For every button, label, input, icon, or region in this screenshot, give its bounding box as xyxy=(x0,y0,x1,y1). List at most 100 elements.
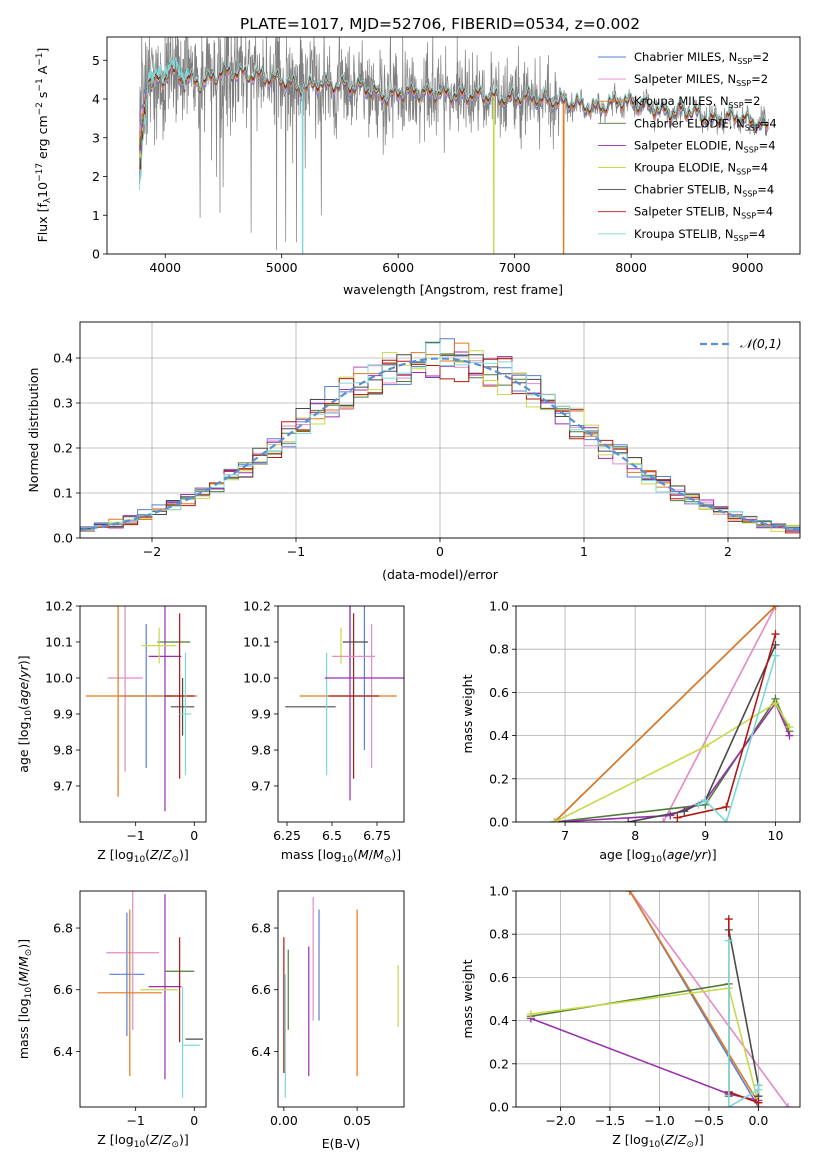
weight-series xyxy=(629,891,789,1107)
x-axis-label: E(B-V) xyxy=(322,1136,361,1151)
y-tick-label: 10.1 xyxy=(243,635,271,650)
weight-marker xyxy=(701,796,710,805)
weight-marker xyxy=(724,1103,733,1107)
axis-ticks: 4000 5000 6000 7000 8000 9000 0 1 2 3 4 5 xyxy=(92,53,763,275)
y-tick-label: 0.0 xyxy=(53,531,73,546)
legend-label: Salpeter STELIB, NSSP=4 xyxy=(634,205,773,221)
y-tick-label: 1.0 xyxy=(489,599,509,614)
y-tick-label: 10.1 xyxy=(45,635,73,650)
y-tick-label: 10.2 xyxy=(45,599,73,614)
y-tick-label: 9.9 xyxy=(251,707,271,722)
weight-marker xyxy=(680,807,689,816)
weight-vs-age-chart: 7 8 9 10 0.0 0.2 0.4 0.6 0.8 1.0 age [log10(age/yr… xyxy=(460,599,801,865)
x-tick-label: 2 xyxy=(724,544,732,559)
legend-label: Chabrier MILES, NSSP=2 xyxy=(634,50,769,66)
x-tick-label: 6.5 xyxy=(322,828,342,843)
y-tick-label: 0 xyxy=(92,247,100,262)
legend-label: Chabrier ELODIE, NSSP=4 xyxy=(634,116,777,132)
plot-area xyxy=(550,606,794,822)
axis-ticks: 7 8 9 10 0.0 0.2 0.4 0.6 0.8 1.0 xyxy=(489,599,783,844)
y-tick-label: 3 xyxy=(92,130,100,145)
x-tick-label: 0 xyxy=(436,544,444,559)
y-tick-label: 0.8 xyxy=(489,927,509,942)
legend-label: Salpeter MILES, NSSP=2 xyxy=(634,72,768,88)
weight-marker xyxy=(722,818,731,822)
y-tick-label: 0.4 xyxy=(53,351,73,366)
y-axis-label: mass [log10(M/M⊙)] xyxy=(16,939,34,1059)
x-tick-label: 0.0 xyxy=(748,1113,768,1128)
weight-marker xyxy=(624,818,633,822)
weight-marker xyxy=(694,800,703,809)
axis-ticks: −2 −1 0 1 2 0.0 0.1 0.2 0.3 0.4 xyxy=(53,351,732,560)
weight-series xyxy=(554,702,791,822)
x-tick-label: −1 xyxy=(126,1113,144,1128)
y-tick-label: 0.6 xyxy=(489,970,509,985)
y-axis-label: mass weight xyxy=(460,674,475,753)
axes-frame xyxy=(106,36,801,255)
axes-frame xyxy=(79,321,801,539)
axis-ticks: −2.0 −1.5 −1.0 −0.5 0.0 0.0 0.2 0.4 0.6 0.8 1.0 xyxy=(489,884,768,1129)
y-tick-label: 0.4 xyxy=(489,728,509,743)
weight-vs-Z-chart: −2.0 −1.5 −1.0 −0.5 0.0 0.0 0.2 0.4 0.6 0.8 1.0 Z [… xyxy=(460,884,801,1150)
x-axis-label: (data-model)/error xyxy=(382,567,499,582)
weight-marker xyxy=(771,651,780,660)
x-tick-label: 0 xyxy=(190,1113,198,1128)
plot-area xyxy=(97,891,204,1098)
y-tick-label: 0.6 xyxy=(489,685,509,700)
y-tick-label: 0.4 xyxy=(489,1013,509,1028)
y-tick-label: 10.0 xyxy=(243,671,271,686)
axis-ticks: 0.00 0.05 6.4 6.6 6.8 xyxy=(251,921,371,1128)
axis-ticks: −1 0 9.7 9.8 9.9 10.0 10.1 10.2 xyxy=(45,599,198,844)
x-tick-label: −1.5 xyxy=(595,1113,625,1128)
weight-marker xyxy=(724,915,733,924)
axes-frame xyxy=(515,890,801,1108)
plot-area xyxy=(285,606,404,801)
y-tick-label: 0.8 xyxy=(489,642,509,657)
y-tick-label: 5 xyxy=(92,53,100,68)
normal-reference-curve xyxy=(80,357,800,532)
x-tick-label: 4000 xyxy=(149,260,181,275)
x-tick-label: 6000 xyxy=(382,260,414,275)
weight-series xyxy=(697,655,777,822)
x-tick-label: 7000 xyxy=(499,260,531,275)
age-vs-Z-chart: −1 0 9.7 9.8 9.9 10.0 10.1 10.2 Z [log10(Z/Z⊙)] a… xyxy=(16,599,207,865)
plot-area xyxy=(526,891,793,1107)
legend: Chabrier MILES, NSSP=2 Salpeter MILES, NS… xyxy=(598,50,777,243)
x-tick-label: −2.0 xyxy=(545,1113,575,1128)
axis-ticks: −1 0 6.4 6.6 6.8 xyxy=(53,921,198,1128)
weight-marker xyxy=(754,1081,763,1090)
x-tick-label: 10 xyxy=(768,828,784,843)
mass-vs-EBV-chart: 0.00 0.05 6.4 6.6 6.8 E(B-V) xyxy=(251,890,405,1151)
y-tick-label: 1.0 xyxy=(489,884,509,899)
x-tick-label: 6.75 xyxy=(363,828,391,843)
weight-marker xyxy=(754,1098,763,1107)
weight-marker xyxy=(785,722,794,731)
weight-marker xyxy=(785,731,794,740)
x-tick-label: 9 xyxy=(701,828,709,843)
x-tick-label: −0.5 xyxy=(694,1113,724,1128)
x-tick-label: −1.0 xyxy=(644,1113,674,1128)
y-tick-label: 0.0 xyxy=(489,1100,509,1115)
x-tick-label: 6.25 xyxy=(273,828,301,843)
legend-label: Kroupa ELODIE, NSSP=4 xyxy=(634,161,768,177)
y-tick-label: 6.8 xyxy=(251,921,271,936)
model-spectrum xyxy=(139,56,769,184)
y-tick-label: 10.2 xyxy=(243,599,271,614)
y-tick-label: 6.8 xyxy=(53,921,73,936)
x-tick-label: −2 xyxy=(143,544,161,559)
x-tick-label: 8000 xyxy=(615,260,647,275)
weight-marker xyxy=(784,1103,793,1107)
plot-area xyxy=(139,37,769,254)
weight-marker xyxy=(673,813,682,822)
y-tick-label: 0.2 xyxy=(53,441,73,456)
model-spectrum xyxy=(139,55,769,254)
legend-label: Chabrier STELIB, NSSP=4 xyxy=(634,183,774,199)
residuals-chart: −2 −1 0 1 2 0.0 0.1 0.2 0.3 0.4 𝒩(0,1) (data-model)… xyxy=(26,321,801,582)
y-tick-label: 0.2 xyxy=(489,1056,509,1071)
y-tick-label: 1 xyxy=(92,208,100,223)
y-axis-label: age [log10(age/yr)] xyxy=(16,655,34,772)
residual-histogram xyxy=(80,342,800,536)
x-tick-label: 0 xyxy=(190,828,198,843)
x-tick-label: 8 xyxy=(631,828,639,843)
axes-frame xyxy=(277,890,405,1108)
